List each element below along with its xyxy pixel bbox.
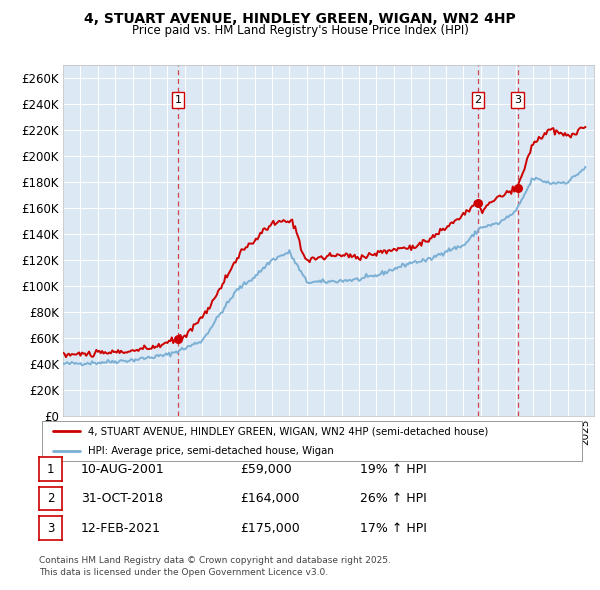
Text: 31-OCT-2018: 31-OCT-2018 (81, 492, 163, 505)
Text: 12-FEB-2021: 12-FEB-2021 (81, 522, 161, 535)
Text: 3: 3 (47, 522, 54, 535)
Text: 19% ↑ HPI: 19% ↑ HPI (360, 463, 427, 476)
Text: £59,000: £59,000 (240, 463, 292, 476)
Text: 2: 2 (47, 492, 54, 505)
Text: 26% ↑ HPI: 26% ↑ HPI (360, 492, 427, 505)
Text: £164,000: £164,000 (240, 492, 299, 505)
Text: 1: 1 (47, 463, 54, 476)
Text: 4, STUART AVENUE, HINDLEY GREEN, WIGAN, WN2 4HP (semi-detached house): 4, STUART AVENUE, HINDLEY GREEN, WIGAN, … (88, 427, 488, 436)
Text: 1: 1 (175, 95, 182, 105)
Text: Contains HM Land Registry data © Crown copyright and database right 2025.
This d: Contains HM Land Registry data © Crown c… (39, 556, 391, 576)
Text: 2: 2 (475, 95, 481, 105)
Text: 3: 3 (514, 95, 521, 105)
Text: 17% ↑ HPI: 17% ↑ HPI (360, 522, 427, 535)
Text: Price paid vs. HM Land Registry's House Price Index (HPI): Price paid vs. HM Land Registry's House … (131, 24, 469, 37)
Text: 10-AUG-2001: 10-AUG-2001 (81, 463, 165, 476)
Text: 4, STUART AVENUE, HINDLEY GREEN, WIGAN, WN2 4HP: 4, STUART AVENUE, HINDLEY GREEN, WIGAN, … (84, 12, 516, 26)
Text: HPI: Average price, semi-detached house, Wigan: HPI: Average price, semi-detached house,… (88, 447, 334, 456)
Text: £175,000: £175,000 (240, 522, 300, 535)
